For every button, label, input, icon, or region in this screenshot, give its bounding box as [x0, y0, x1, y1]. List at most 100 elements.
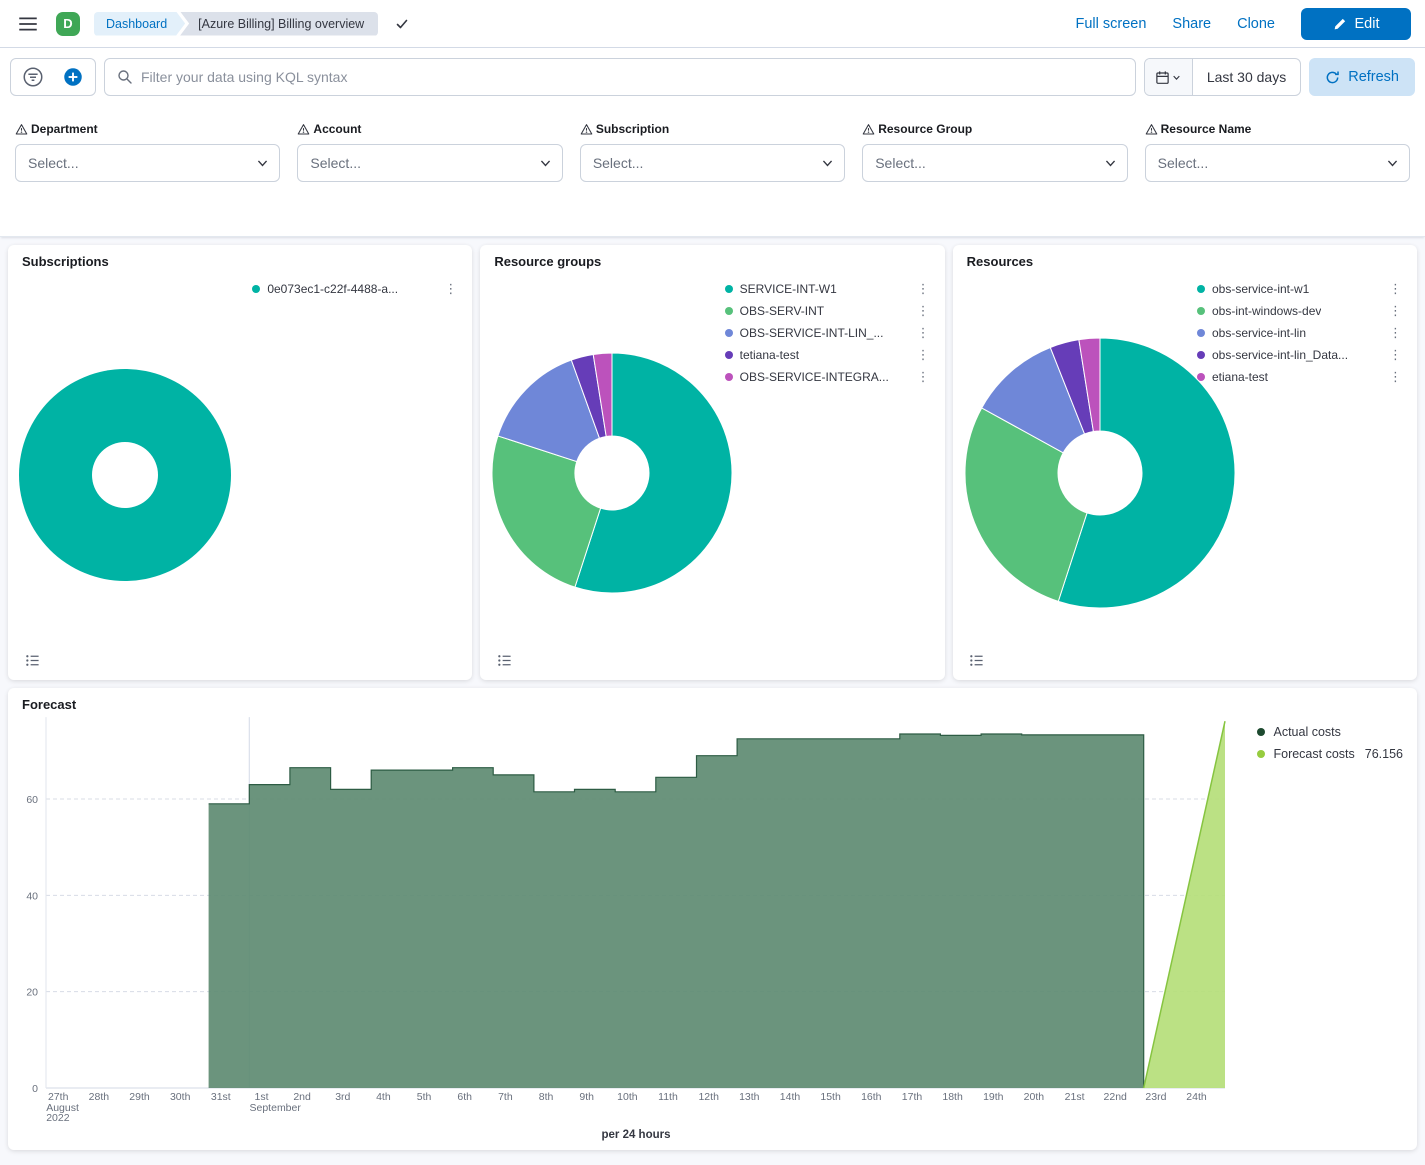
- legend-item[interactable]: OBS-SERVICE-INTEGRA...⋮: [725, 366, 933, 388]
- warning-icon: [580, 123, 593, 136]
- legend-toggle-button[interactable]: [492, 648, 516, 672]
- legend-label: obs-int-windows-dev: [1212, 304, 1321, 318]
- space-avatar[interactable]: D: [56, 12, 80, 36]
- subscription-select[interactable]: Select...: [580, 144, 845, 182]
- edit-button-label: Edit: [1355, 16, 1380, 32]
- svg-text:20: 20: [26, 987, 38, 999]
- legend-row-menu-icon[interactable]: ⋮: [1386, 325, 1405, 341]
- legend-item[interactable]: OBS-SERV-INT ⋮: [725, 300, 933, 322]
- svg-text:16th: 16th: [861, 1091, 882, 1103]
- legend-item[interactable]: 0e073ec1-c22f-4488-a... ⋮: [252, 278, 460, 300]
- share-button[interactable]: Share: [1172, 16, 1211, 32]
- legend-color-dot: [1197, 307, 1205, 315]
- panel-title: Subscriptions: [8, 245, 472, 269]
- warning-icon: [1145, 123, 1158, 136]
- donut-hole: [92, 442, 158, 508]
- svg-text:8th: 8th: [539, 1091, 554, 1103]
- clone-button[interactable]: Clone: [1237, 16, 1275, 32]
- saved-filters-button[interactable]: [19, 63, 47, 91]
- svg-text:4th: 4th: [376, 1091, 391, 1103]
- legend-item[interactable]: obs-service-int-w1⋮: [1197, 278, 1405, 300]
- svg-text:60: 60: [26, 794, 38, 806]
- legend-item[interactable]: OBS-SERVICE-INT-LIN_... ⋮: [725, 322, 933, 344]
- select-placeholder: Select...: [875, 155, 926, 171]
- saved-check-icon[interactable]: [394, 16, 410, 32]
- legend-value: 76.156: [1365, 747, 1403, 761]
- warning-icon: [862, 123, 875, 136]
- panel-title: Resource groups: [480, 245, 944, 269]
- legend-item-forecast-costs[interactable]: Forecast costs 76.156: [1257, 744, 1403, 763]
- refresh-button-label: Refresh: [1348, 69, 1399, 85]
- subscriptions-donut-chart[interactable]: [17, 367, 233, 583]
- kql-search-input[interactable]: [141, 69, 1123, 85]
- refresh-button[interactable]: Refresh: [1309, 58, 1415, 96]
- legend-label: OBS-SERV-INT: [740, 304, 824, 318]
- plus-circle-icon: [63, 67, 83, 87]
- filter-label-text: Account: [313, 122, 361, 136]
- legend-row-menu-icon[interactable]: ⋮: [1386, 303, 1405, 319]
- account-select[interactable]: Select...: [297, 144, 562, 182]
- time-range-value[interactable]: Last 30 days: [1193, 59, 1300, 95]
- department-select[interactable]: Select...: [15, 144, 280, 182]
- full-screen-button[interactable]: Full screen: [1075, 16, 1146, 32]
- legend-color-dot: [725, 285, 733, 293]
- legend-label: 0e073ec1-c22f-4488-a...: [267, 282, 398, 296]
- legend-row-menu-icon[interactable]: ⋮: [441, 281, 460, 297]
- legend-row-menu-icon[interactable]: ⋮: [914, 303, 933, 319]
- resources-donut-chart[interactable]: [963, 336, 1237, 610]
- legend-row-menu-icon[interactable]: ⋮: [1386, 369, 1405, 385]
- svg-text:14th: 14th: [780, 1091, 801, 1103]
- svg-text:24th: 24th: [1186, 1091, 1207, 1103]
- filter-funnel-icon: [23, 67, 43, 87]
- date-picker-group: Last 30 days: [1144, 58, 1301, 96]
- dashboard-filter-controls: Department Select... Account Select... S…: [0, 96, 1425, 237]
- breadcrumb-current: [Azure Billing] Billing overview: [180, 12, 378, 36]
- resource-group-select[interactable]: Select...: [862, 144, 1127, 182]
- kql-search-box: [104, 58, 1136, 96]
- filter-resource-name: Resource Name Select...: [1145, 122, 1410, 182]
- legend-row-menu-icon[interactable]: ⋮: [914, 369, 933, 385]
- svg-text:20th: 20th: [1024, 1091, 1045, 1103]
- legend-label: Actual costs: [1273, 725, 1340, 739]
- menu-button[interactable]: [14, 10, 42, 38]
- forecast-legend: Actual costs Forecast costs 76.156: [1257, 722, 1403, 763]
- legend-row-menu-icon[interactable]: ⋮: [914, 325, 933, 341]
- resource-name-select[interactable]: Select...: [1145, 144, 1410, 182]
- search-icon: [117, 69, 133, 85]
- filter-label-text: Subscription: [596, 122, 669, 136]
- panel-subscriptions: Subscriptions 0e073ec1-c22f-4488-a... ⋮: [8, 245, 472, 680]
- select-placeholder: Select...: [593, 155, 644, 171]
- legend-row-menu-icon[interactable]: ⋮: [914, 347, 933, 363]
- warning-icon: [297, 123, 310, 136]
- legend-item[interactable]: obs-int-windows-dev ⋮: [1197, 300, 1405, 322]
- resource-groups-donut-chart[interactable]: [490, 351, 734, 595]
- svg-text:0: 0: [32, 1083, 38, 1095]
- add-filter-button[interactable]: [59, 63, 87, 91]
- legend-label: OBS-SERVICE-INT-LIN_...: [740, 326, 884, 340]
- svg-text:2022: 2022: [46, 1112, 70, 1124]
- select-placeholder: Select...: [28, 155, 79, 171]
- filter-label: Resource Group: [862, 122, 1127, 136]
- panel-forecast: Forecast Actual costs Forecast costs 76.…: [8, 688, 1417, 1150]
- legend-color-dot: [1257, 750, 1265, 758]
- forecast-area-chart[interactable]: 020406027thAugust202228th29th30th31st1st…: [8, 688, 1417, 1150]
- svg-text:5th: 5th: [417, 1091, 432, 1103]
- legend-row-menu-icon[interactable]: ⋮: [1386, 281, 1405, 297]
- legend-row-menu-icon[interactable]: ⋮: [914, 281, 933, 297]
- edit-button[interactable]: Edit: [1301, 8, 1411, 40]
- legend-item-actual-costs[interactable]: Actual costs: [1257, 722, 1403, 741]
- svg-text:23rd: 23rd: [1145, 1091, 1166, 1103]
- svg-text:7th: 7th: [498, 1091, 513, 1103]
- svg-text:29th: 29th: [129, 1091, 150, 1103]
- legend-toggle-button[interactable]: [965, 648, 989, 672]
- legend-item[interactable]: SERVICE-INT-W1⋮: [725, 278, 933, 300]
- legend-toggle-button[interactable]: [20, 648, 44, 672]
- breadcrumb-dashboard[interactable]: Dashboard: [94, 12, 185, 36]
- svg-text:13th: 13th: [739, 1091, 760, 1103]
- filter-label: Account: [297, 122, 562, 136]
- filter-label-text: Resource Name: [1161, 122, 1252, 136]
- list-icon: [969, 653, 984, 668]
- legend-item[interactable]: tetiana-test⋮: [725, 344, 933, 366]
- legend-row-menu-icon[interactable]: ⋮: [1386, 347, 1405, 363]
- date-picker-button[interactable]: [1145, 59, 1193, 95]
